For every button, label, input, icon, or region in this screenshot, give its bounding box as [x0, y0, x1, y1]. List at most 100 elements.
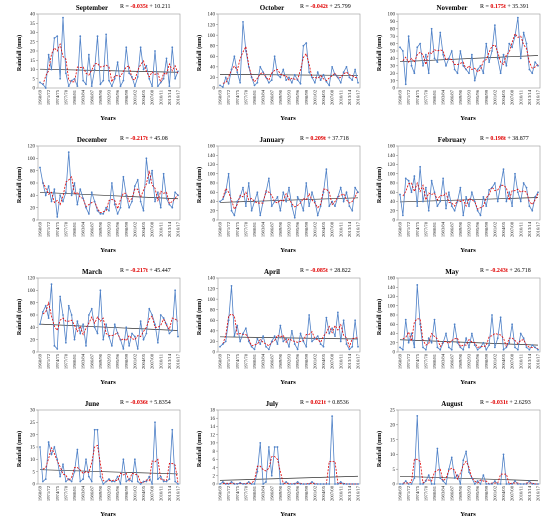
data-point — [528, 480, 531, 482]
x-tick-label: 1971/72 — [226, 353, 231, 369]
trend-line — [399, 475, 539, 482]
data-point — [171, 206, 174, 209]
data-point — [259, 441, 262, 444]
x-tick-label: 1998/99 — [124, 485, 129, 501]
data-point — [296, 481, 299, 483]
y-tick-label: 100 — [28, 289, 36, 294]
x-tick-label: 2001/02 — [132, 221, 137, 237]
y-tick-label: 0 — [393, 483, 396, 488]
data-point — [305, 42, 308, 44]
x-tick-label: 2007/08 — [150, 89, 155, 105]
x-tick-label: 1986/87 — [269, 221, 274, 237]
trend-equation: R = 0.021t + 0.8536 — [300, 400, 349, 406]
y-tick-label: 60 — [210, 191, 216, 196]
data-point — [119, 483, 122, 485]
data-point — [67, 151, 70, 154]
data-point — [128, 72, 131, 75]
data-point — [85, 83, 87, 86]
data-point — [453, 209, 456, 212]
data-point — [325, 80, 328, 83]
x-tick-label: 1986/87 — [89, 485, 94, 501]
trend-line — [399, 197, 539, 203]
x-axis-label: Years — [460, 511, 476, 518]
x-tick-label: 1977/78 — [423, 485, 428, 501]
data-point — [50, 283, 53, 286]
x-tick-label: 1977/78 — [423, 353, 428, 369]
x-tick-label: 2013/14 — [347, 89, 352, 105]
chart-plot: 0 2 4 6 8 10 12 14 16 18 1968/69 1971/72 1974/75 1977… — [210, 409, 361, 501]
x-tick-label: 1977/78 — [63, 89, 68, 105]
x-tick-label: 1998/99 — [484, 485, 489, 501]
data-point — [459, 50, 462, 52]
x-tick-label: 1992/93 — [467, 221, 472, 237]
x-tick-label: 2001/02 — [132, 89, 137, 105]
data-point — [64, 341, 67, 344]
data-point — [296, 348, 299, 351]
y-tick-label: 10 — [390, 453, 396, 458]
chart-plot: 0 5 10 15 20 25 1968/69 1971/72 1974/75 1977/78 19… — [390, 409, 541, 501]
data-point — [165, 480, 168, 483]
x-tick-label: 2016/17 — [356, 353, 361, 369]
y-tick-label: 5 — [393, 468, 396, 473]
data-point — [462, 64, 465, 67]
series-line-rainfall — [39, 422, 179, 485]
data-point — [73, 77, 76, 80]
data-point — [236, 483, 239, 485]
y-tick-label: 30 — [30, 31, 36, 36]
data-point — [508, 191, 511, 194]
data-point — [47, 317, 50, 319]
x-tick-label: 2010/11 — [158, 485, 163, 501]
x-tick-label: 2007/08 — [510, 353, 515, 369]
data-point — [491, 314, 493, 316]
data-point — [276, 343, 279, 345]
x-tick-label: 1998/99 — [484, 89, 489, 105]
data-point — [282, 68, 285, 71]
data-point — [151, 314, 154, 316]
x-tick-label: 2013/14 — [167, 221, 172, 237]
data-point — [407, 35, 410, 38]
data-point — [502, 53, 505, 56]
data-point — [154, 200, 156, 203]
y-tick-label: 0 — [393, 219, 396, 224]
data-point — [488, 344, 491, 346]
chart-plot: 0 5 10 15 20 25 30 35 40 1968/69 1971/72 1974/75 197… — [30, 13, 181, 105]
y-tick-label: 10 — [30, 68, 36, 73]
data-point — [119, 206, 122, 209]
x-tick-label: 1977/78 — [243, 485, 248, 501]
data-point — [345, 191, 348, 194]
data-point — [322, 73, 325, 76]
data-point — [357, 81, 359, 84]
data-point — [39, 323, 41, 326]
data-point — [47, 441, 50, 443]
y-tick-label: 100 — [388, 172, 396, 177]
data-point — [328, 205, 331, 208]
data-point — [450, 348, 453, 351]
data-point — [348, 348, 351, 351]
data-point — [319, 205, 322, 208]
data-point — [308, 314, 311, 316]
data-point — [256, 470, 259, 473]
data-point — [290, 81, 293, 84]
data-point — [488, 61, 491, 63]
chart-panel-february: 0 20 40 60 80 100 120 140 160 1968/69 1971/72 1974/… — [368, 134, 546, 257]
y-tick-label: 20 — [390, 72, 396, 77]
data-point — [316, 335, 319, 338]
chart-plot: 0 20 40 60 80 100 120 1968/69 1971/72 1974/75 1977… — [28, 145, 181, 237]
x-tick-label: 1980/81 — [252, 353, 257, 369]
chart-plot: 0 10 20 30 40 50 60 70 80 90 100 1968/69 1971/72 1974… — [388, 13, 541, 105]
x-tick-label: 1998/99 — [304, 485, 309, 501]
data-point — [276, 195, 279, 198]
data-point — [525, 346, 528, 349]
x-tick-label: 1983/84 — [261, 221, 266, 237]
data-point — [224, 76, 227, 79]
data-point — [96, 209, 99, 212]
data-point — [253, 483, 256, 485]
y-tick-label: 120 — [388, 163, 396, 168]
data-point — [399, 193, 401, 196]
data-point — [259, 214, 262, 217]
data-point — [531, 483, 534, 485]
y-axis-label: Rainfall (mm) — [377, 34, 383, 72]
data-point — [219, 84, 221, 87]
chart-title: January — [259, 136, 285, 144]
data-point — [328, 332, 331, 335]
